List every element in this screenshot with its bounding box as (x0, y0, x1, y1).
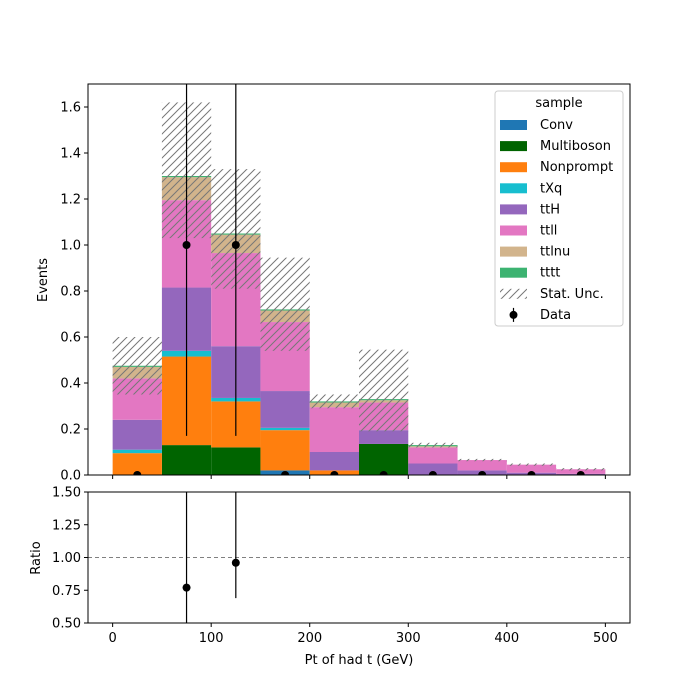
data-point-1 (182, 241, 191, 249)
bar-tth-bin-0 (112, 419, 162, 450)
data-point-8 (527, 471, 536, 475)
bar-ttll-bin-6 (408, 447, 458, 464)
main-ytick-label-7: 1.4 (60, 147, 81, 162)
ratio-xtick-label-1: 100 (199, 631, 224, 646)
ratio-plot-frame (87, 491, 631, 624)
main-y-axis-label: Events (36, 258, 51, 302)
legend-label-data: Data (540, 308, 571, 323)
main-ytick-label-1: 0.2 (60, 423, 81, 438)
main-x-ticks (112, 475, 606, 479)
stat-unc-band-bin-7 (457, 458, 507, 462)
main-ytick-label-5: 1.0 (60, 239, 81, 254)
legend-swatch-tth (500, 204, 527, 215)
legend-label-tttt: tttt (540, 266, 560, 281)
ratio-xtick-label-0: 0 (108, 631, 116, 646)
bar-ttll-bin-7 (457, 460, 507, 471)
main-ytick-label-0: 0.0 (60, 469, 81, 484)
legend: sample Conv Multiboson Nonprompt tXq ttH ttll… (494, 90, 624, 327)
main-ytick-label-4: 0.8 (60, 285, 81, 300)
ratio-panel: 0.50 0.75 1.00 1.25 1.50 0 100 200 300 400 500 Ra… (29, 486, 631, 668)
bar-multiboson-bin-1 (161, 445, 212, 475)
main-ytick-label-3: 0.6 (60, 331, 81, 346)
bar-tth-bin-5 (359, 430, 409, 444)
legend-swatch-ttlnu (500, 246, 527, 257)
legend-title: sample (535, 96, 582, 111)
legend-swatch-conv (500, 120, 527, 130)
stat-unc-band-bin-9 (556, 468, 606, 471)
main-y-ticks: 0.0 0.2 0.4 0.6 0.8 1.0 1.2 1.4 1.6 (60, 101, 88, 484)
data-point-2 (231, 241, 240, 249)
bar-multiboson-bin-2 (211, 447, 261, 475)
bar-nonprompt-bin-3 (260, 430, 310, 471)
ratio-point-1 (231, 558, 240, 567)
legend-label-txq: tXq (540, 181, 562, 196)
bar-tth-bin-4 (309, 452, 359, 471)
legend-swatch-stat-unc (500, 288, 527, 299)
ratio-xtick-label-2: 200 (297, 631, 322, 646)
legend-label-ttlnu: ttlnu (540, 245, 570, 260)
bar-multiboson-bin-5 (359, 443, 409, 475)
legend-swatch-data (509, 310, 518, 319)
legend-swatch-multiboson (500, 141, 527, 152)
bar-txq-bin-3 (260, 427, 310, 431)
data-point-3 (281, 471, 290, 475)
main-ytick-label-8: 1.6 (60, 101, 81, 116)
x-axis-label: Pt of had t (GeV) (305, 653, 414, 668)
main-histogram-panel: 0.0 0.2 0.4 0.6 0.8 1.0 1.2 1.4 1.6 Events (36, 83, 631, 484)
ratio-y-ticks: 0.50 0.75 1.00 1.25 1.50 (52, 486, 88, 632)
stat-unc-band-bin-4 (309, 394, 359, 409)
main-plot-frame (87, 83, 631, 476)
ratio-xtick-label-3: 300 (396, 631, 421, 646)
main-ytick-label-6: 1.2 (60, 193, 81, 208)
ratio-ytick-label-1: 0.75 (52, 584, 81, 599)
data-points (133, 84, 585, 475)
stat-unc-band-bin-5 (359, 349, 409, 432)
bar-ttll-bin-8 (506, 464, 557, 473)
ratio-ytick-label-4: 1.50 (52, 486, 81, 501)
data-point-9 (576, 471, 585, 475)
ratio-xtick-label-5: 500 (593, 631, 618, 646)
data-point-7 (478, 471, 487, 475)
bar-tth-bin-3 (260, 391, 310, 428)
legend-swatch-tttt (500, 267, 527, 278)
ratio-point-0 (182, 583, 191, 592)
ratio-xtick-label-4: 400 (494, 631, 519, 646)
legend-swatch-ttll (500, 225, 527, 236)
bar-ttll-bin-4 (309, 407, 359, 452)
data-point-6 (428, 471, 437, 475)
ratio-y-axis-label: Ratio (29, 541, 44, 574)
legend-label-stat-unc: Stat. Unc. (540, 287, 604, 302)
legend-swatch-nonprompt (500, 162, 527, 173)
legend-label-tth: ttH (540, 202, 560, 217)
stat-unc-band-bin-8 (506, 463, 557, 466)
legend-label-nonprompt: Nonprompt (540, 160, 613, 175)
stat-unc-band-bin-0 (112, 337, 162, 395)
legend-label-ttll: ttll (540, 224, 557, 239)
legend-swatch-txq (500, 183, 527, 194)
ratio-x-ticks: 0 100 200 300 400 500 (108, 623, 618, 646)
bar-nonprompt-bin-0 (112, 453, 162, 475)
bar-txq-bin-0 (112, 449, 162, 454)
ratio-ytick-label-2: 1.00 (52, 551, 81, 566)
stat-unc-band-bin-3 (260, 257, 310, 351)
main-ytick-label-2: 0.4 (60, 377, 81, 392)
stat-unc-band-bin-6 (408, 442, 458, 448)
data-point-4 (330, 471, 339, 475)
ratio-ytick-label-0: 0.50 (52, 617, 81, 632)
ratio-ytick-label-3: 1.25 (52, 518, 81, 533)
legend-label-multiboson: Multiboson (540, 139, 611, 154)
legend-label-conv: Conv (540, 118, 573, 133)
legend-items: Conv Multiboson Nonprompt tXq ttH ttll ttlnu tt… (500, 118, 613, 323)
data-point-0 (133, 471, 142, 475)
ratio-points (182, 492, 240, 623)
bar-tth-bin-6 (408, 463, 458, 475)
data-point-5 (379, 471, 388, 475)
